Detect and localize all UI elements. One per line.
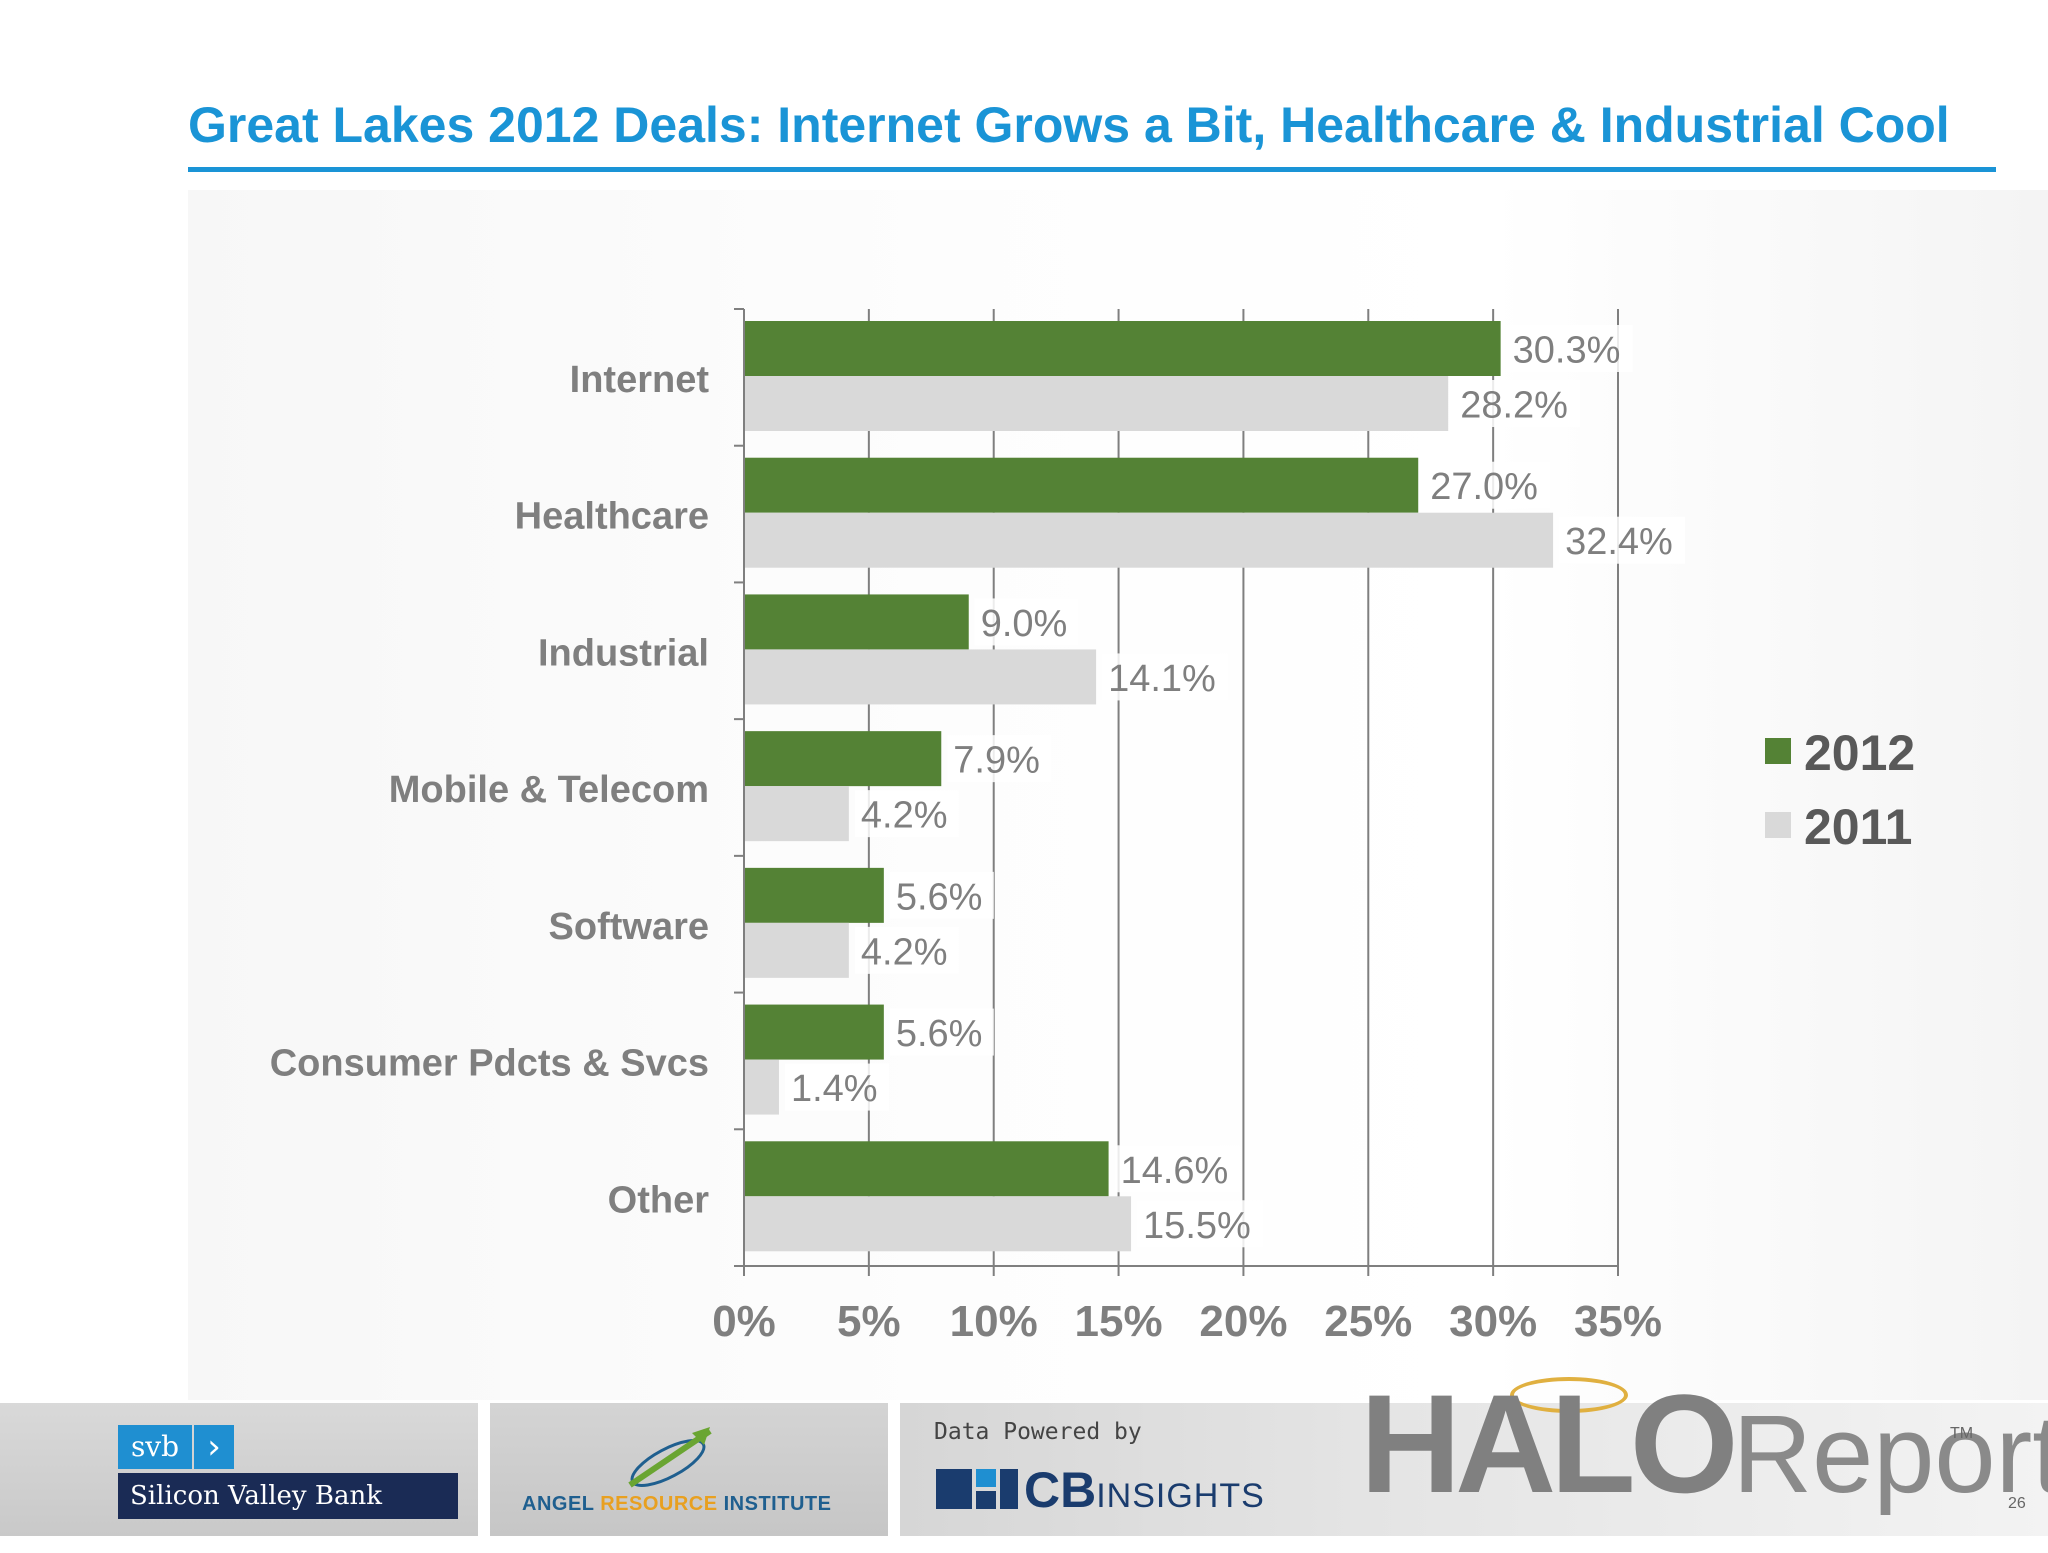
value-label-2012: 30.3% <box>1513 330 1621 372</box>
ari-panel <box>490 1403 888 1536</box>
bar-2011 <box>744 376 1449 431</box>
value-label-2011: 28.2% <box>1460 385 1568 427</box>
halo-bold: HALO <box>1360 1365 1739 1522</box>
x-tick-label: 10% <box>950 1297 1038 1346</box>
bar-2012 <box>744 867 884 923</box>
category-label: Software <box>549 906 709 948</box>
axes <box>734 308 1619 1276</box>
cb-strong: CB <box>1024 1462 1097 1518</box>
x-tick-label: 5% <box>837 1297 901 1346</box>
value-label-2012: 5.6% <box>896 876 983 918</box>
value-label-2011: 4.2% <box>861 795 948 837</box>
value-label-2011: 15.5% <box>1143 1205 1251 1247</box>
value-label-2012: 5.6% <box>896 1013 983 1055</box>
bar-2011 <box>744 512 1554 568</box>
ari-word-resource: RESOURCE <box>600 1493 718 1515</box>
category-label: Consumer Pdcts & Svcs <box>270 1043 709 1085</box>
gridlines <box>867 309 1619 1266</box>
value-label-bg <box>854 790 959 838</box>
value-label-bg <box>1424 461 1551 509</box>
value-label-bg <box>1114 1145 1241 1193</box>
cb-insights-icon <box>936 1469 1018 1509</box>
halo-ring-icon <box>1510 1377 1628 1413</box>
page-number: 26 <box>2008 1495 2026 1512</box>
bar-2012 <box>744 1004 884 1060</box>
ari-arrow-icon <box>628 1427 712 1488</box>
value-label-bg <box>889 1008 994 1056</box>
bar-2012 <box>744 731 942 787</box>
ari-wordmark: ANGEL RESOURCE INSTITUTE <box>522 1493 831 1516</box>
bar-2011 <box>744 1196 1132 1252</box>
ari-word-institute: INSTITUTE <box>717 1493 832 1515</box>
value-label-2012: 14.6% <box>1121 1150 1229 1192</box>
legend-swatch-2011 <box>1765 812 1791 838</box>
value-label-bg <box>784 1063 889 1111</box>
value-label-2011: 4.2% <box>861 931 948 973</box>
value-label-bg <box>1506 325 1633 372</box>
cb-light: INSIGHTS <box>1096 1477 1265 1515</box>
x-tick-label: 25% <box>1324 1297 1412 1346</box>
chevron-right-icon: › <box>194 1425 234 1469</box>
legend-swatch-2012 <box>1765 738 1791 764</box>
value-label-2011: 32.4% <box>1565 521 1673 563</box>
category-label: Healthcare <box>515 496 709 538</box>
value-label-2012: 7.9% <box>953 740 1040 782</box>
category-label: Industrial <box>538 632 709 674</box>
value-label-2011: 14.1% <box>1108 658 1216 700</box>
bar-2012 <box>744 594 969 650</box>
bar-2012 <box>744 457 1419 513</box>
x-tick-labels: 0% 5% 10% 15% 20% 25% 30% 35% <box>712 1297 1662 1346</box>
legend: 2012 2011 <box>1765 725 1915 855</box>
value-label-2012: 27.0% <box>1430 466 1538 508</box>
legend-label-2012: 2012 <box>1804 725 1915 781</box>
slide-title: Great Lakes 2012 Deals: Internet Grows a… <box>188 97 1950 153</box>
value-label-bg <box>1137 1200 1264 1248</box>
bar-chart: 30.3%28.2%27.0%32.4%9.0%14.1%7.9%4.2%5.6… <box>270 308 1915 1346</box>
bars <box>744 321 1554 1252</box>
value-label-bg <box>1102 653 1229 701</box>
svb-name: Silicon Valley Bank <box>118 1473 458 1519</box>
value-label-bg <box>889 871 994 919</box>
category-label: Other <box>608 1179 710 1221</box>
bar-2012 <box>744 321 1501 376</box>
value-label-bg <box>854 926 959 974</box>
x-tick-label: 15% <box>1075 1297 1163 1346</box>
value-label-2011: 1.4% <box>791 1068 878 1110</box>
category-labels: Internet Healthcare Industrial Mobile & Tel… <box>270 359 710 1221</box>
value-labels: 30.3%28.2%27.0%32.4%9.0%14.1%7.9%4.2%5.6… <box>784 325 1686 1248</box>
x-tick-label: 20% <box>1199 1297 1287 1346</box>
bar-2011 <box>744 922 849 978</box>
svb-mark: svb <box>118 1425 192 1469</box>
value-label-bg <box>947 735 1052 783</box>
x-tick-label: 30% <box>1449 1297 1537 1346</box>
halo-light: Report <box>1732 1393 2048 1516</box>
value-label-2012: 9.0% <box>981 603 1068 645</box>
bar-2012 <box>744 1141 1109 1197</box>
category-label: Mobile & Telecom <box>389 769 709 811</box>
legend-label-2011: 2011 <box>1804 799 1912 855</box>
trademark: TM <box>1950 1425 1974 1442</box>
bar-2011 <box>744 1059 779 1115</box>
cb-halo-panel <box>900 1403 2048 1536</box>
ari-word-angel: ANGEL <box>522 1493 601 1515</box>
category-label: Internet <box>570 359 710 401</box>
halo-report-logo: HALOReport <box>1360 1374 2048 1553</box>
x-tick-label: 0% <box>712 1297 776 1346</box>
footer: svb › Silicon Valley Bank ANGEL RESOURCE… <box>0 1374 2048 1536</box>
value-label-bg <box>1454 380 1581 427</box>
value-label-bg <box>974 598 1079 646</box>
bar-2011 <box>744 649 1097 705</box>
cb-insights-wordmark: CBINSIGHTS <box>1024 1465 1265 1521</box>
bar-2011 <box>744 786 849 842</box>
data-powered-by: Data Powered by <box>934 1419 1142 1445</box>
title-underline <box>188 167 1996 172</box>
x-tick-label: 35% <box>1574 1297 1662 1346</box>
value-label-bg <box>1559 516 1686 564</box>
